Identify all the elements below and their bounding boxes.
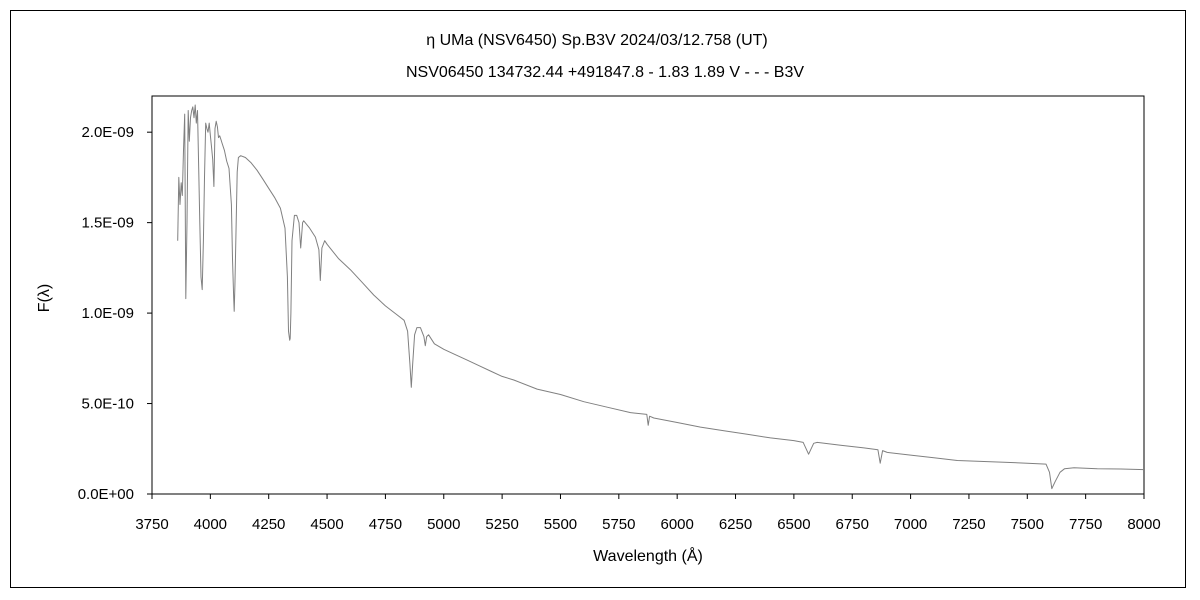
x-tick-label: 8000 <box>1127 516 1160 533</box>
x-axis-label: Wavelength (Å) <box>593 546 703 565</box>
x-tick-label: 7500 <box>1011 516 1044 533</box>
x-tick-label: 7250 <box>952 516 985 533</box>
x-tick-label: 5750 <box>602 516 635 533</box>
y-tick-label: 2.0E-09 <box>81 124 134 141</box>
x-tick-label: 6000 <box>660 516 693 533</box>
series-group <box>177 104 1145 490</box>
x-tick-label: 5000 <box>427 516 460 533</box>
y-tick-label: 5.0E-10 <box>81 396 134 413</box>
x-tick-label: 5250 <box>485 516 518 533</box>
y-tick-label: 1.5E-09 <box>81 215 134 232</box>
x-tick-label: 6750 <box>836 516 869 533</box>
x-tick-label: 4000 <box>194 516 227 533</box>
x-tick-label: 6250 <box>719 516 752 533</box>
x-tick-label: 4750 <box>369 516 402 533</box>
x-tick-label: 4500 <box>310 516 343 533</box>
x-tick-label: 5500 <box>544 516 577 533</box>
plot-area <box>151 95 1145 495</box>
x-tick-label: 6500 <box>777 516 810 533</box>
x-tick-label: 7000 <box>894 516 927 533</box>
x-tick-label: 3750 <box>135 516 168 533</box>
x-axis: 3750 4000 4250 4500 4750 5000 5250 5500 5750 6000… <box>135 494 1161 533</box>
chart-title-line1: η UMa (NSV6450) Sp.B3V 2024/03/12.758 (U… <box>426 32 768 49</box>
x-tick-label: 4250 <box>252 516 285 533</box>
x-tick-label: 7750 <box>1069 516 1102 533</box>
y-axis-label: F(λ) <box>36 284 53 312</box>
y-tick-label: 0.0E+00 <box>78 486 134 503</box>
chart-title-line2: NSV06450 134732.44 +491847.8 - 1.83 1.89… <box>406 64 804 81</box>
y-axis: 0.0E+00 5.0E-10 1.0E-09 1.5E-09 2.0E-09 <box>78 124 152 503</box>
spectrum-line <box>177 104 1145 490</box>
y-tick-label: 1.0E-09 <box>81 305 134 322</box>
